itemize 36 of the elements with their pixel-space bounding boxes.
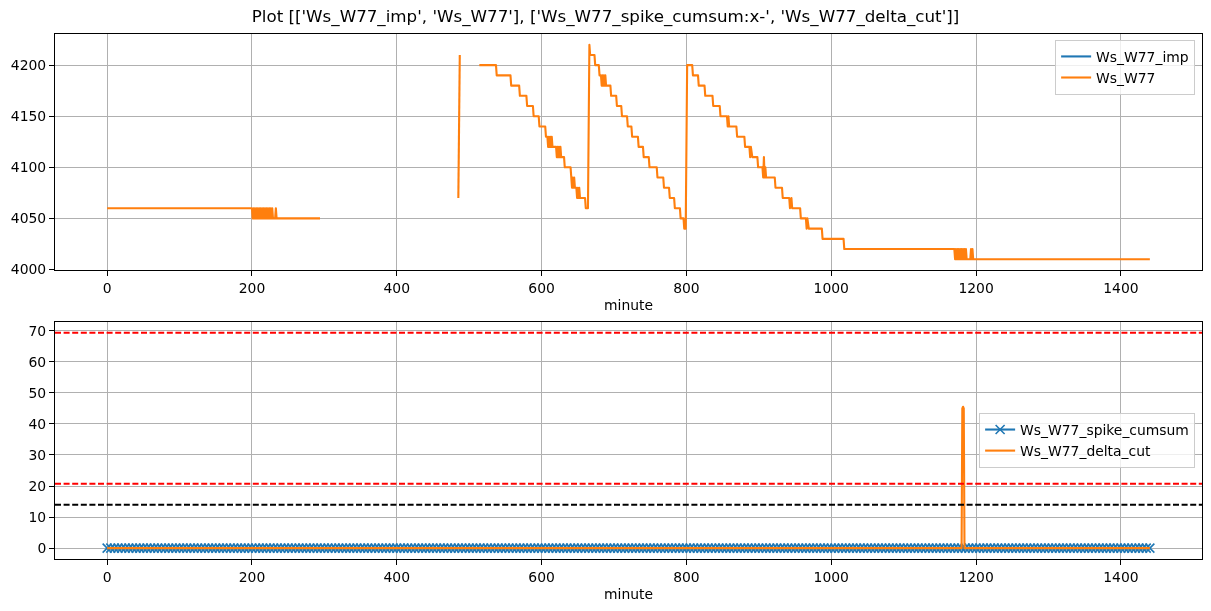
y-tick-label: 50	[28, 384, 47, 401]
x-tick-label: 400	[383, 279, 411, 296]
y-tick-label: 30	[28, 446, 47, 463]
x-tick-label: 800	[673, 568, 700, 585]
y-tick-label: 4050	[10, 210, 47, 227]
x-tick-label: 1000	[813, 568, 849, 585]
x-tick-label: 0	[102, 279, 112, 296]
x-tick-label: 1200	[958, 568, 994, 585]
y-tick-label: 4200	[10, 57, 47, 74]
x-tick-label: 0	[102, 568, 112, 585]
y-tick-label: 20	[28, 477, 47, 494]
chart-title: Plot [['Ws_W77_imp', 'Ws_W77'], ['Ws_W77_spike_cumsum:x-', 'Ws_W77_delta_cut']]	[251, 5, 960, 27]
y-tick-label: 40	[28, 415, 47, 432]
y-tick-label: 4000	[10, 261, 47, 278]
x-tick-label: 1400	[1103, 279, 1139, 296]
x-tick-label: 400	[383, 568, 411, 585]
y-tick-label: 4100	[10, 159, 47, 176]
x-tick-label: 200	[238, 279, 266, 296]
x-tick-label: 1200	[958, 279, 994, 296]
legend-label: Ws_W77_imp	[1096, 48, 1189, 65]
x-tick-label: 1000	[813, 279, 849, 296]
x-tick-label: 800	[673, 279, 700, 296]
x-tick-label: 200	[238, 568, 266, 585]
y-tick-label: 0	[37, 539, 47, 556]
legend-label: Ws_W77_delta_cut	[1020, 443, 1151, 460]
y-tick-label: 10	[28, 508, 47, 525]
x-tick-label: 600	[528, 568, 555, 585]
x-tick-label: 600	[528, 279, 555, 296]
x-tick-label: 1400	[1103, 568, 1139, 585]
y-tick-label: 70	[28, 322, 47, 339]
y-tick-label: 60	[28, 353, 47, 370]
legend-label: Ws_W77	[1096, 69, 1156, 86]
x-axis-title: minute	[604, 585, 653, 602]
legend-label: Ws_W77_spike_cumsum	[1020, 421, 1189, 438]
x-axis-title: minute	[604, 296, 653, 313]
y-tick-label: 4150	[10, 108, 47, 125]
